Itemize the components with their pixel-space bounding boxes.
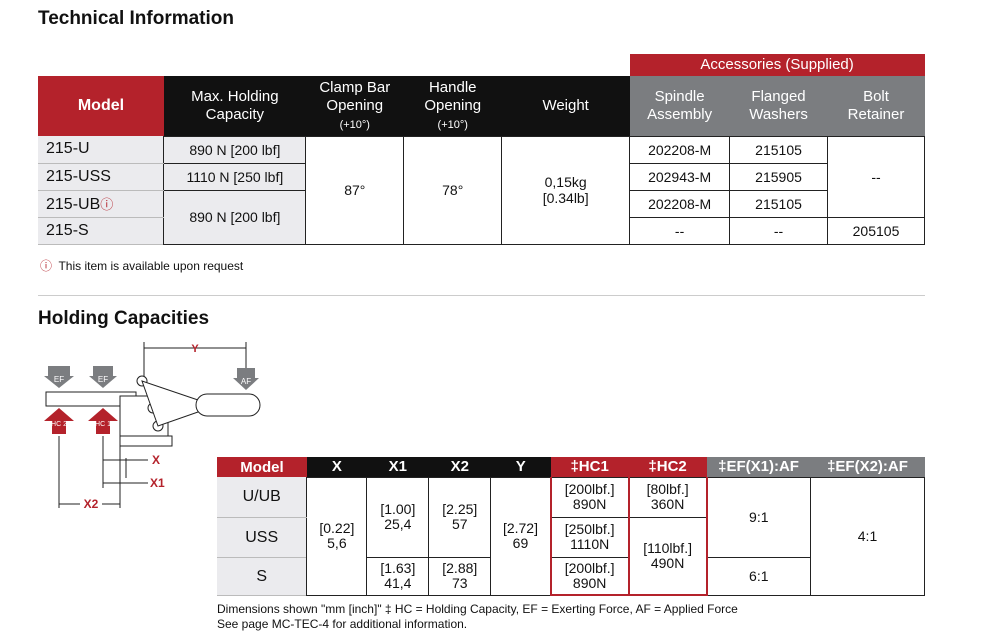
washers-cell: 215105 [729, 135, 829, 164]
request-icon: ⓘ [100, 196, 114, 212]
x-label: X [152, 453, 160, 467]
table-row-model: 215-U [38, 136, 164, 164]
y-label: Y [191, 343, 199, 355]
col-washers: Flanged Washers [729, 76, 828, 136]
divider [38, 295, 925, 296]
col-spindle: Spindle Assembly [629, 76, 730, 136]
col-capacity: Max. Holding Capacity [163, 76, 306, 136]
hc2-cell: [110lbf.] 490N [628, 516, 708, 596]
col-model: Model [217, 457, 307, 477]
x2-label-bg [80, 497, 102, 511]
base-plate [119, 435, 173, 447]
washers-cell: -- [729, 216, 829, 245]
spindle-cell: -- [629, 216, 731, 245]
hc1-cell: [200lbf.] 890N [549, 476, 630, 518]
footnote-1: Dimensions shown "mm [inch]" ‡ HC = Hold… [217, 602, 738, 616]
col-weight: Weight [501, 76, 630, 136]
col-hc1: ‡HC1 [550, 457, 629, 477]
y-cell: [2.72] 69 [490, 476, 552, 596]
col-efx1: ‡EF(X1):AF [706, 457, 811, 477]
hc1-cell: [250lbf.] 1110N [549, 516, 630, 558]
efx1-cell: 9:1 [706, 476, 812, 558]
af-label: AF [241, 377, 251, 386]
ef-label-2: EF [98, 375, 108, 384]
x2-label: X2 [84, 497, 99, 511]
ef-arrow-1 [44, 366, 74, 388]
col-hc2: ‡HC2 [628, 457, 707, 477]
col-bolt: Bolt Retainer [827, 76, 925, 136]
hc2-cell: [80lbf.] 360N [628, 476, 708, 518]
table-row-model: 215-UBⓘ [38, 190, 164, 218]
x1-cell: [1.00] 25,4 [366, 476, 430, 558]
col-efx2: ‡EF(X2):AF [810, 457, 925, 477]
table-row-model: S [217, 557, 307, 596]
info-icon: ⓘ [40, 259, 53, 273]
table-row-model: U/UB [217, 477, 307, 518]
capacity-cell: 890 N [200 lbf] [163, 189, 307, 245]
col-model: Model [38, 76, 164, 136]
bolt-cell: 205105 [827, 216, 925, 245]
table-row-model: USS [217, 517, 307, 558]
hc2-label: HC 2 [51, 421, 67, 428]
hc1-cell: [200lbf.] 890N [549, 556, 630, 596]
handle-cell: 78° [403, 135, 503, 245]
efx1-cell: 6:1 [706, 556, 812, 596]
technical-table: Accessories (Supplied) Model Max. Holdin… [38, 54, 925, 245]
x2-cell: [2.25] 57 [428, 476, 492, 558]
hc1-label: HC 1 [95, 421, 111, 428]
clamp-cell: 87° [305, 135, 405, 245]
ef-label-1: EF [54, 375, 64, 384]
capacity-cell: 890 N [200 lbf] [163, 135, 307, 164]
col-handle: Handle Opening (+10°) [403, 76, 502, 136]
col-clamp: Clamp Bar Opening (+10°) [305, 76, 404, 136]
x1-label: X1 [150, 476, 165, 490]
footnote-2: See page MC-TEC-4 for additional informa… [217, 617, 468, 631]
section-title-holding: Holding Capacities [38, 308, 210, 329]
spindle-cell: 202208-M [629, 135, 731, 164]
accessories-header: Accessories (Supplied) [629, 54, 925, 76]
request-note: ⓘ This item is available upon request [40, 259, 244, 273]
handle-grip [195, 393, 261, 417]
section-title-technical: Technical Information [38, 8, 235, 29]
x2-cell: [2.88] 73 [428, 556, 492, 596]
col-y: Y [490, 457, 551, 477]
washers-cell: 215905 [729, 162, 829, 191]
col-x1: X1 [366, 457, 429, 477]
hc2-arrow [44, 408, 74, 434]
clamp-diagram: Y EF EF AF HC 2 HC 1 X X1 X2 [44, 342, 261, 511]
col-x2: X2 [428, 457, 491, 477]
footnotes: Dimensions shown "mm [inch]" ‡ HC = Hold… [217, 602, 738, 632]
weight-cell: 0,15kg [0.34lb] [501, 135, 631, 245]
washers-cell: 215105 [729, 189, 829, 218]
bolt-cell: -- [827, 135, 925, 218]
col-x: X [306, 457, 367, 477]
table-row-model: 215-USS [38, 163, 164, 191]
hc1-arrow [88, 408, 118, 434]
x1-cell: [1.63] 41,4 [366, 556, 430, 596]
af-arrow [233, 368, 259, 390]
holding-table: Model X X1 X2 Y ‡HC1 ‡HC2 ‡EF(X1):AF ‡EF… [217, 457, 925, 596]
x-cell: [0.22] 5,6 [306, 476, 368, 596]
efx2-cell: 4:1 [810, 476, 925, 596]
capacity-cell: 1110 N [250 lbf] [163, 162, 307, 191]
spindle-cell: 202208-M [629, 189, 731, 218]
spindle-cell: 202943-M [629, 162, 731, 191]
table-row-model: 215-S [38, 217, 164, 245]
ef-arrow-2 [89, 366, 117, 388]
